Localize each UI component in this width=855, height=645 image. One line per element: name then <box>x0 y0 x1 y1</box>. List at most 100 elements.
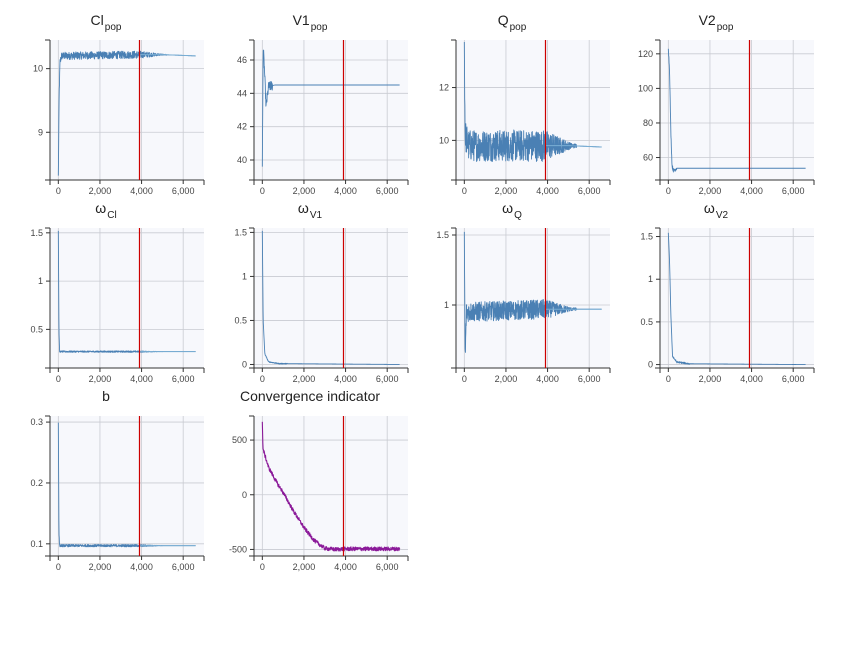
x-tick-label: 0 <box>56 562 61 572</box>
chart-title: ωV1 <box>210 200 410 221</box>
x-tick-label: 2,000 <box>293 562 316 572</box>
y-tick-label: 0.2 <box>30 478 43 488</box>
parameter-trace-line <box>261 230 400 365</box>
chart-title: Convergence indicator <box>210 388 410 404</box>
chart-panel-b: b 0 2,000 4,000 6,000 0.1 0.2 0.3 <box>6 388 206 578</box>
chart-title: Qpop <box>412 12 612 33</box>
chart-title: ωV2 <box>616 200 816 221</box>
chart-title-main: b <box>102 388 110 404</box>
chart-panel-qpop: Qpop 0 2,000 4,000 6,000 10 12 <box>412 12 612 202</box>
y-tick-label: 1.5 <box>640 232 653 242</box>
y-tick-label: 1 <box>648 274 653 284</box>
x-tick-label: 6,000 <box>578 374 601 384</box>
chart-title: b <box>6 388 206 404</box>
x-tick-label: 2,000 <box>495 374 518 384</box>
y-tick-label: 1 <box>444 300 449 310</box>
chart-svg: 0 2,000 4,000 6,000 0 0.5 1 1.5 <box>640 227 815 384</box>
y-tick-label: 80 <box>643 118 653 128</box>
chart-svg: 0 2,000 4,000 6,000 0 0.5 1 1.5 <box>234 227 409 384</box>
smoothed-estimate-line <box>545 145 602 148</box>
x-tick-label: 2,000 <box>495 186 518 196</box>
y-tick-label: 0.5 <box>640 317 653 327</box>
chart-panel-omega_v1: ωV1 0 2,000 4,000 6,000 0 0.5 1 1.5 <box>210 200 410 390</box>
y-tick-label: 100 <box>638 83 653 93</box>
y-tick-label: 9 <box>38 127 43 137</box>
chart-title-sub: Cl <box>107 210 117 221</box>
x-tick-label: 2,000 <box>89 562 112 572</box>
chart-title-sub: pop <box>310 22 328 33</box>
x-tick-label: 0 <box>56 186 61 196</box>
chart-panel-omega_q: ωQ 0 2,000 4,000 6,000 1 1.5 <box>412 200 612 390</box>
x-tick-label: 4,000 <box>536 374 559 384</box>
chart-svg: 0 2,000 4,000 6,000 40 42 44 46 <box>237 39 409 196</box>
x-tick-label: 0 <box>462 374 467 384</box>
chart-svg: 0 2,000 4,000 6,000 1 1.5 <box>436 227 611 384</box>
chart-title-sub: pop <box>716 22 734 33</box>
y-tick-label: 0 <box>648 360 653 370</box>
x-tick-label: 6,000 <box>376 374 399 384</box>
x-tick-label: 2,000 <box>699 374 722 384</box>
chart-svg: 0 2,000 4,000 6,000 9 10 <box>33 39 205 196</box>
chart-title-sub: V2 <box>715 210 729 221</box>
y-tick-label: 1 <box>242 271 247 281</box>
y-tick-label: 1.5 <box>234 227 247 237</box>
chart-title-sub: pop <box>509 22 527 33</box>
plot-area <box>660 40 814 180</box>
x-tick-label: 6,000 <box>376 562 399 572</box>
y-tick-label: 0.1 <box>30 539 43 549</box>
chart-title-main: ω <box>502 200 514 216</box>
chart-svg: 0 2,000 4,000 6,000 -500 0 500 <box>229 415 409 572</box>
x-tick-label: 4,000 <box>334 374 357 384</box>
x-tick-label: 4,000 <box>130 186 153 196</box>
chart-title: V1pop <box>210 12 410 33</box>
chart-title-main: ω <box>297 200 309 216</box>
plot-area <box>50 416 204 556</box>
y-tick-label: 42 <box>237 122 247 132</box>
plot-area <box>50 228 204 368</box>
chart-panel-v1pop: V1pop 0 2,000 4,000 6,000 40 42 44 46 <box>210 12 410 202</box>
x-tick-label: 2,000 <box>293 374 316 384</box>
parameter-trace-line <box>667 48 806 173</box>
chart-svg: 0 2,000 4,000 6,000 0.5 1 1.5 <box>30 227 205 384</box>
x-tick-label: 4,000 <box>334 562 357 572</box>
x-tick-label: 4,000 <box>536 186 559 196</box>
x-tick-label: 0 <box>260 374 265 384</box>
y-tick-label: 1 <box>38 276 43 286</box>
x-tick-label: 6,000 <box>782 186 805 196</box>
chart-title-main: Convergence indicator <box>239 388 381 404</box>
y-tick-label: 1.5 <box>436 230 449 240</box>
x-tick-label: 0 <box>260 562 265 572</box>
chart-title-sub: V1 <box>309 210 323 221</box>
chart-title-sub: pop <box>104 22 122 33</box>
chart-title: ωCl <box>6 200 206 221</box>
x-tick-label: 6,000 <box>172 562 195 572</box>
convergence-series-line <box>261 421 401 552</box>
y-tick-label: 500 <box>232 435 247 445</box>
chart-svg: 0 2,000 4,000 6,000 60 80 100 120 <box>638 39 815 196</box>
plot-area <box>50 40 204 180</box>
y-tick-label: 40 <box>237 155 247 165</box>
y-tick-label: 1.5 <box>30 228 43 238</box>
x-tick-label: 6,000 <box>578 186 601 196</box>
x-tick-label: 0 <box>56 374 61 384</box>
y-tick-label: 0.5 <box>30 324 43 334</box>
x-tick-label: 4,000 <box>130 374 153 384</box>
plot-area <box>660 228 814 368</box>
chart-panel-clpop: Clpop 0 2,000 4,000 6,000 9 10 <box>6 12 206 202</box>
y-tick-label: 44 <box>237 88 247 98</box>
x-tick-label: 4,000 <box>130 562 153 572</box>
plot-area <box>254 40 408 180</box>
x-tick-label: 6,000 <box>376 186 399 196</box>
y-tick-label: 10 <box>33 64 43 74</box>
chart-title-main: V1 <box>292 12 310 28</box>
x-tick-label: 6,000 <box>172 374 195 384</box>
plot-area <box>456 40 610 180</box>
x-tick-label: 0 <box>666 186 671 196</box>
chart-title: ωQ <box>412 200 612 221</box>
x-tick-label: 4,000 <box>740 186 763 196</box>
parameter-trace-line <box>261 49 400 167</box>
x-tick-label: 2,000 <box>293 186 316 196</box>
x-tick-label: 2,000 <box>89 374 112 384</box>
y-tick-label: 0.5 <box>234 315 247 325</box>
x-tick-label: 0 <box>462 186 467 196</box>
